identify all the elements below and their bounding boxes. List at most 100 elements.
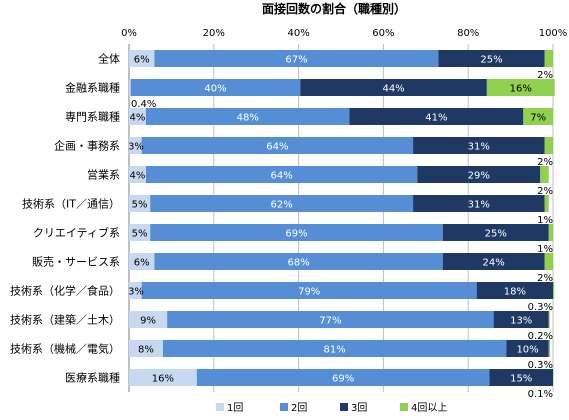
- data-labels: 6% 67% 25% 2% 0.4% 40% 44% 16% 4% 48% 41% 7% 3% 64% 31…: [128, 55, 553, 401]
- bar-segment: [141, 282, 477, 299]
- bar-segment: [413, 137, 545, 154]
- bar-segment: [129, 137, 142, 154]
- bar-segment: [553, 282, 555, 299]
- bar-segment: [129, 253, 155, 270]
- category-label: 専門系職種: [65, 110, 120, 124]
- bar-segment: [196, 369, 490, 386]
- bar-segment: [493, 311, 549, 328]
- bar-segment: [548, 311, 550, 328]
- data-label: 8%: [138, 345, 154, 356]
- bar-segment: [130, 79, 301, 96]
- chart-title: 面接回数の割合（職種別）: [262, 1, 406, 16]
- bar-segment: [129, 166, 146, 183]
- bar-segment: [129, 79, 131, 96]
- legend: 1回 2回 3回 4回以上: [216, 402, 447, 414]
- data-label: 4%: [130, 171, 146, 182]
- data-label: 9%: [140, 316, 156, 327]
- data-label: 0.4%: [131, 99, 156, 110]
- data-label: 2%: [537, 70, 553, 81]
- data-label: 29%: [468, 171, 490, 182]
- bar-segment: [544, 137, 553, 154]
- data-label: 18%: [504, 287, 526, 298]
- data-label: 0.2%: [528, 331, 553, 342]
- category-label: 全体: [98, 52, 120, 66]
- bar-segment: [129, 369, 197, 386]
- data-label: 1%: [537, 215, 553, 226]
- data-label: 16%: [510, 84, 532, 95]
- data-label: 77%: [319, 316, 341, 327]
- bar-segment: [129, 50, 155, 67]
- bar-segment: [476, 282, 553, 299]
- legend-label: 3回: [351, 402, 367, 414]
- category-label: 金融系職種: [65, 81, 120, 95]
- bar-segment: [300, 79, 487, 96]
- bar-segment: [129, 311, 168, 328]
- data-label: 3%: [128, 287, 144, 298]
- data-label: 1%: [537, 244, 553, 255]
- legend-swatch: [400, 403, 408, 411]
- x-tick-label: 20%: [203, 28, 225, 39]
- bar-segment: [349, 108, 524, 125]
- data-label: 31%: [468, 142, 490, 153]
- bar-segment: [442, 224, 549, 241]
- data-label: 48%: [237, 113, 259, 124]
- data-label: 2%: [537, 186, 553, 197]
- data-label: 41%: [425, 113, 447, 124]
- bar-segment: [162, 340, 507, 357]
- category-label: 医療系職種: [65, 371, 120, 385]
- data-label: 69%: [332, 374, 354, 385]
- bar-segment: [129, 224, 151, 241]
- bar-segment: [145, 108, 350, 125]
- data-label: 24%: [483, 258, 505, 269]
- data-label: 25%: [480, 55, 502, 66]
- x-tick-label: 40%: [287, 28, 309, 39]
- bar-segment: [167, 311, 494, 328]
- data-label: 68%: [287, 258, 309, 269]
- bar-segment: [486, 79, 555, 96]
- bar-segment: [548, 340, 551, 357]
- category-label: 技術系（IT／通信）: [22, 198, 120, 211]
- x-tick-label: 60%: [372, 28, 394, 39]
- data-label: 81%: [324, 345, 346, 356]
- data-label: 5%: [132, 229, 148, 240]
- x-axis-ticks: 0% 20% 40% 60% 80% 100%: [121, 28, 567, 39]
- data-label: 15%: [510, 374, 532, 385]
- x-tick-label: 0%: [121, 28, 137, 39]
- category-label: クリエイティブ系: [33, 226, 120, 240]
- category-label: 営業系: [87, 168, 120, 182]
- category-label: 技術系（化学／食品）: [10, 284, 120, 298]
- bar-segment: [129, 340, 163, 357]
- bar-segment: [523, 108, 553, 125]
- data-label: 44%: [382, 84, 404, 95]
- bar-segment: [154, 50, 439, 67]
- bar-segment: [442, 253, 545, 270]
- bar-segment: [129, 282, 142, 299]
- legend-swatch: [340, 403, 348, 411]
- x-tick-label: 100%: [539, 28, 568, 39]
- bar-segment: [544, 253, 553, 270]
- bar-segment: [489, 369, 553, 386]
- bar-segment: [150, 195, 414, 212]
- bar-segment: [141, 137, 414, 154]
- data-label: 62%: [271, 200, 293, 211]
- bar-segment: [154, 253, 443, 270]
- data-label: 10%: [516, 345, 538, 356]
- data-label: 67%: [285, 55, 307, 66]
- data-label: 4%: [130, 113, 146, 124]
- bar-segment: [129, 108, 146, 125]
- legend-label: 2回: [291, 402, 307, 414]
- bar-segment: [145, 166, 418, 183]
- data-label: 6%: [134, 258, 150, 269]
- legend-label: 4回以上: [411, 402, 447, 414]
- data-label: 0.1%: [528, 389, 553, 400]
- data-label: 64%: [266, 142, 288, 153]
- data-label: 64%: [271, 171, 293, 182]
- category-label: 企画・事務系: [54, 139, 120, 153]
- category-label: 販売・サービス系: [32, 256, 120, 269]
- data-label: 69%: [285, 229, 307, 240]
- data-label: 0.3%: [528, 360, 553, 371]
- bar-segment: [506, 340, 549, 357]
- bar-segment: [150, 224, 443, 241]
- bar-segment: [438, 50, 545, 67]
- data-label: 0.3%: [528, 302, 553, 313]
